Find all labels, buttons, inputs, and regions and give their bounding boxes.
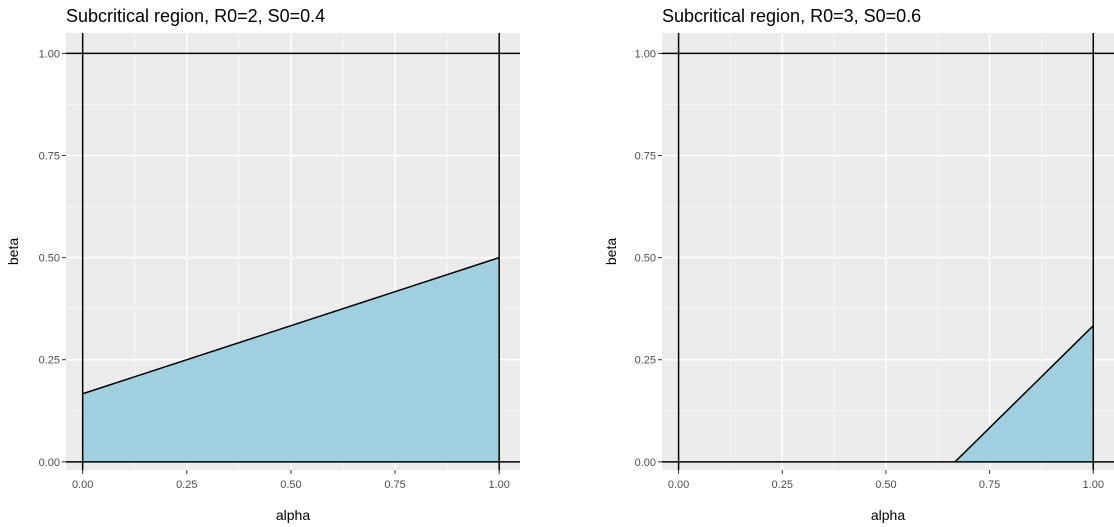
y-tick-label: 0.50 <box>635 253 656 265</box>
y-axis-title: beta <box>603 238 619 265</box>
x-tick-label: 0.25 <box>772 479 793 491</box>
y-tick-label: 0.75 <box>39 151 60 163</box>
y-tick-label: 0.25 <box>39 355 60 367</box>
subcritical-region <box>82 257 500 462</box>
x-tick-label: 0.75 <box>979 479 1000 491</box>
x-tick-label: 0.00 <box>72 479 93 491</box>
y-tick-label: 1.00 <box>635 48 656 60</box>
boundary-line <box>954 325 1094 463</box>
x-tick-label: 1.00 <box>488 479 509 491</box>
y-tick-label: 0.00 <box>39 457 60 469</box>
y-tick-label: 0.25 <box>635 355 656 367</box>
y-tick-label: 0.50 <box>39 253 60 265</box>
y-tick-label: 1.00 <box>39 48 60 60</box>
x-tick-label: 0.00 <box>668 479 689 491</box>
x-tick-label: 0.50 <box>280 479 301 491</box>
x-tick-label: 0.25 <box>176 479 197 491</box>
y-axis-title: beta <box>5 238 21 265</box>
boundary-line <box>82 256 500 395</box>
y-tick-label: 0.00 <box>635 457 656 469</box>
chart-title: Subcritical region, R0=2, S0=0.4 <box>66 6 325 26</box>
x-axis-title: alpha <box>276 507 310 523</box>
chart-panel-left: 0.00 0.25 0.50 0.75 1.00 0.00 0.25 0.50 0.75 1.00… <box>5 6 520 523</box>
x-tick-label: 1.00 <box>1083 479 1104 491</box>
y-tick-label: 0.75 <box>635 151 656 163</box>
x-axis-title: alpha <box>871 507 905 523</box>
chart-panel-right: 0.00 0.25 0.50 0.75 1.00 0.00 0.25 0.50 0.75 1.00… <box>603 6 1114 523</box>
chart-title: Subcritical region, R0=3, S0=0.6 <box>662 6 921 26</box>
x-tick-label: 0.50 <box>875 479 896 491</box>
x-tick-label: 0.75 <box>384 479 405 491</box>
